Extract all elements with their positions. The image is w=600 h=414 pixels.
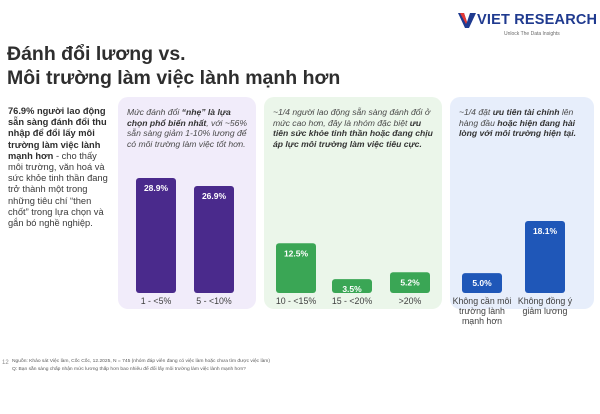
panel-3-note-bold: hoặc hiện đang hài lòng với môi trường h… [459,117,576,139]
panel-light-tradeoff: Mức đánh đổi “nhẹ” là lựa chọn phổ biến … [118,97,256,309]
page-number: 12 [2,360,9,366]
summary-text: 76.9% người lao động sẵn sàng đánh đổi t… [8,106,112,229]
brand-tagline: Unlock The Data Insights [504,31,560,37]
panel-1-note-bold: “nhẹ” là lựa chọn phổ biến nhất [127,107,231,128]
brand-name: VIET RESEARCH [477,12,598,28]
panel-no-tradeoff: ~1/4 đặt ưu tiên tài chính lên hàng đầu … [450,97,594,309]
panel-3-note: ~1/4 đặt ưu tiên tài chính lên hàng đầu … [459,107,587,139]
footnote-question: Q: Bạn sẵn sàng chấp nhận mức lương thấp… [12,367,246,372]
footnote-source: Nguồn: Khảo sát Việc làm, Cốc Cốc, 12.20… [12,359,270,364]
panel-high-tradeoff: ~1/4 người lao động sẵn sàng đánh đổi ở … [264,97,442,309]
panel-3-note-mid: lên hàng đầu [459,107,574,128]
page-title: Đánh đổi lương vs. Môi trường làm việc l… [7,42,447,90]
logo-mark-icon [458,13,476,28]
category-label-5-line-2: mạnh hơn [462,316,502,326]
panel-2-note: ~1/4 người lao động sẵn sàng đánh đổi ở … [273,107,437,149]
title-line-2: Môi trường làm việc lành mạnh hơn [7,67,341,89]
summary-body: - cho thấy môi trường, văn hoá và sức kh… [8,150,108,229]
footnote: Nguồn: Khảo sát Việc làm, Cốc Cốc, 12.20… [12,358,492,374]
panel-3-note-bold-a: ưu tiên tài chính [492,107,560,117]
viet-research-logo: VIET RESEARCH Unlock The Data Insights [458,10,598,40]
title-line-1: Đánh đổi lương vs. [7,43,186,65]
panel-2-note-bold: ưu tiên sức khỏe tinh thần hoặc đang chị… [273,117,433,149]
summary-highlight: 76.9% người lao động sẵn sàng đánh đổi t… [8,106,107,161]
panel-1-note: Mức đánh đổi “nhẹ” là lựa chọn phổ biến … [127,107,249,149]
panel-3-note-pre: ~1/4 đặt [459,107,493,117]
panel-1-note-pre: Mức đánh đổi [127,107,182,117]
panel-2-note-pre: ~1/4 người lao động sẵn sàng đánh đổi ở … [273,107,431,128]
panel-1-note-post: , với ~56% sẵn sàng giảm 1-10% lương để … [127,117,248,149]
